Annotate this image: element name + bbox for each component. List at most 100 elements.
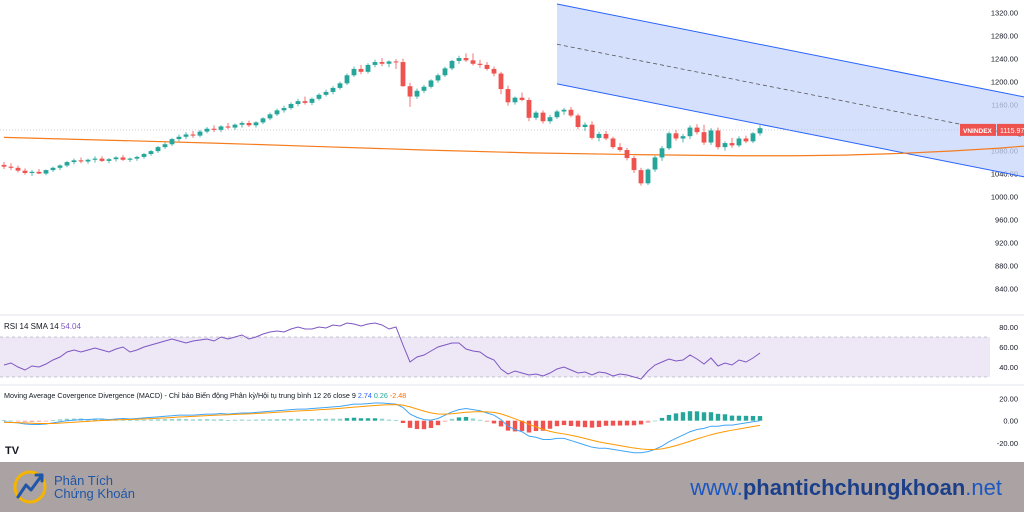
candlestick[interactable] (344, 75, 350, 84)
macd-histogram-bar[interactable] (379, 418, 385, 421)
macd-histogram-bar[interactable] (442, 420, 448, 422)
candlestick[interactable] (442, 68, 448, 76)
candlestick[interactable] (190, 134, 196, 136)
candlestick[interactable] (337, 83, 343, 88)
candlestick[interactable] (456, 58, 462, 61)
candlestick[interactable] (323, 91, 329, 95)
candlestick[interactable] (8, 166, 14, 168)
macd-histogram-bar[interactable] (155, 419, 161, 421)
macd-histogram-bar[interactable] (673, 413, 679, 421)
candlestick[interactable] (99, 158, 105, 161)
candlestick[interactable] (260, 118, 266, 123)
macd-histogram-bar[interactable] (680, 412, 686, 421)
candlestick[interactable] (302, 101, 308, 103)
macd-histogram-bar[interactable] (344, 418, 350, 421)
candlestick[interactable] (652, 157, 658, 170)
macd-histogram-bar[interactable] (624, 420, 630, 426)
candlestick[interactable] (218, 126, 224, 130)
candlestick[interactable] (400, 62, 406, 87)
candlestick[interactable] (491, 68, 497, 74)
macd-histogram-bar[interactable] (400, 420, 406, 424)
macd-histogram-bar[interactable] (519, 420, 525, 432)
candlestick[interactable] (582, 124, 588, 127)
macd-histogram-bar[interactable] (449, 418, 455, 421)
candlestick[interactable] (120, 157, 126, 160)
candlestick[interactable] (358, 68, 364, 72)
macd-histogram-bar[interactable] (57, 419, 63, 421)
candlestick[interactable] (407, 86, 413, 97)
last-price-badge[interactable] (997, 123, 1024, 136)
macd-histogram-bar[interactable] (428, 420, 434, 428)
macd-histogram-bar[interactable] (554, 420, 560, 427)
candlestick[interactable] (43, 170, 49, 174)
macd-histogram-bar[interactable] (267, 419, 273, 421)
candlestick[interactable] (617, 147, 623, 150)
candlestick[interactable] (568, 109, 574, 116)
macd-histogram-bar[interactable] (120, 419, 126, 421)
candlestick[interactable] (295, 101, 301, 105)
macd-histogram-bar[interactable] (43, 420, 49, 422)
candlestick[interactable] (71, 160, 77, 163)
macd-histogram-bar[interactable] (15, 420, 21, 422)
macd-histogram-bar[interactable] (393, 420, 399, 422)
candlestick[interactable] (281, 108, 287, 111)
candlestick[interactable] (351, 68, 357, 76)
macd-histogram-bar[interactable] (491, 420, 497, 424)
candlestick[interactable] (435, 75, 441, 81)
regression-channel-fill[interactable] (557, 4, 1024, 239)
candlestick[interactable] (498, 73, 504, 90)
candlestick[interactable] (414, 90, 420, 97)
candlestick[interactable] (176, 136, 182, 140)
chart-canvas[interactable]: 1320.001280.001240.001200.001160.001120.… (0, 0, 1024, 462)
candlestick[interactable] (470, 60, 476, 64)
macd-histogram-bar[interactable] (512, 420, 518, 432)
macd-histogram-bar[interactable] (225, 420, 231, 421)
candlestick[interactable] (484, 64, 490, 69)
candlestick[interactable] (575, 115, 581, 127)
candlestick[interactable] (316, 94, 322, 99)
candlestick[interactable] (743, 138, 749, 142)
macd-histogram-bar[interactable] (190, 419, 196, 421)
candlestick[interactable] (15, 167, 21, 171)
candlestick[interactable] (757, 128, 763, 134)
candlestick[interactable] (64, 162, 70, 166)
candlestick[interactable] (330, 87, 336, 92)
macd-histogram-bar[interactable] (22, 420, 28, 422)
candlestick[interactable] (722, 143, 728, 148)
moving-average-line[interactable] (3, 130, 1024, 157)
macd-histogram-bar[interactable] (470, 418, 476, 421)
macd-histogram-bar[interactable] (281, 419, 287, 421)
macd-histogram-bar[interactable] (645, 420, 651, 423)
candlestick[interactable] (365, 64, 371, 72)
candlestick[interactable] (701, 132, 707, 143)
candlestick[interactable] (162, 144, 168, 148)
candlestick[interactable] (638, 170, 644, 184)
candlestick[interactable] (155, 147, 161, 152)
candlestick[interactable] (169, 139, 175, 145)
candlestick[interactable] (666, 133, 672, 149)
macd-histogram-bar[interactable] (365, 418, 371, 421)
macd-histogram-bar[interactable] (204, 419, 210, 421)
candlestick[interactable] (134, 156, 140, 159)
macd-histogram-bar[interactable] (148, 419, 154, 421)
macd-histogram-bar[interactable] (36, 420, 42, 422)
macd-histogram-bar[interactable] (330, 418, 336, 421)
symbol-badge[interactable] (960, 123, 996, 136)
macd-histogram-bar[interactable] (337, 418, 343, 421)
candlestick[interactable] (246, 122, 252, 126)
candlestick[interactable] (309, 98, 315, 103)
macd-histogram-bar[interactable] (295, 418, 301, 421)
macd-histogram-bar[interactable] (309, 419, 315, 421)
macd-histogram-bar[interactable] (631, 420, 637, 426)
macd-histogram-bar[interactable] (463, 416, 469, 421)
macd-histogram-bar[interactable] (435, 420, 441, 426)
candlestick[interactable] (519, 97, 525, 100)
macd-histogram-bar[interactable] (239, 419, 245, 421)
candlestick[interactable] (36, 171, 42, 174)
macd-histogram-bar[interactable] (372, 418, 378, 421)
macd-histogram-bar[interactable] (253, 419, 259, 421)
macd-histogram-bar[interactable] (617, 420, 623, 426)
macd-histogram-bar[interactable] (638, 420, 644, 425)
macd-histogram-bar[interactable] (50, 420, 56, 421)
channel-upper-line[interactable] (556, 3, 1024, 159)
